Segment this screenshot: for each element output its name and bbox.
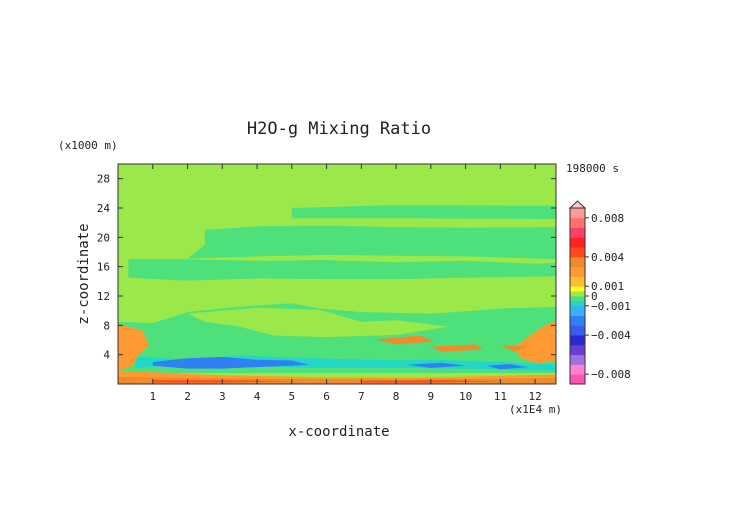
contour-region [430, 344, 483, 352]
colorbar-label: −0.008 [591, 368, 631, 381]
colorbar-swatch [570, 266, 585, 277]
y-axis: 4 8 12 16 20 24 28 [97, 173, 556, 362]
contour-region [118, 323, 150, 371]
x-tick-label: 10 [459, 390, 472, 403]
colorbar-swatch [570, 208, 585, 219]
colorbar-swatch [570, 315, 585, 326]
x-tick-label: 4 [254, 390, 261, 403]
contour-region [514, 320, 556, 364]
contour-region [375, 335, 435, 345]
y-tick-label: 28 [97, 173, 110, 186]
x-axis-title: x-coordinate [288, 424, 389, 440]
plot-area [117, 163, 557, 385]
colorbar-swatch [570, 374, 585, 385]
colorbar-swatch [570, 256, 585, 268]
colorbar-overflow-triangle [568, 200, 587, 209]
contour-regions [118, 205, 556, 384]
colorbar-swatch [570, 335, 585, 346]
contour-region [291, 205, 556, 219]
colorbar-swatch [570, 247, 585, 258]
x-tick-label: 6 [323, 390, 330, 403]
contour-region [187, 225, 556, 260]
x-unit-label: (x1E4 m) [509, 403, 562, 416]
colorbar-swatch [570, 286, 585, 292]
y-tick-label: 16 [97, 261, 110, 274]
colorbar-swatch [570, 305, 585, 316]
y-tick-label: 20 [97, 231, 110, 244]
time-label: 198000 s [566, 162, 619, 175]
colorbar-swatch [570, 237, 585, 248]
colorbar-label: 0 [591, 290, 598, 303]
y-axis-title: z-coordinate [76, 223, 92, 324]
x-tick-label: 9 [428, 390, 435, 403]
contour-region [187, 307, 449, 338]
x-tick-label: 12 [529, 390, 542, 403]
contour-region [128, 259, 556, 281]
x-tick-label: 7 [358, 390, 365, 403]
colorbar-label: 0.001 [591, 280, 624, 293]
x-tick-label: 2 [184, 390, 191, 403]
contour-region [500, 345, 529, 352]
plot-frame [117, 163, 557, 385]
chart-title: H2O-g Mixing Ratio [247, 119, 431, 139]
x-tick-label: 1 [149, 390, 156, 403]
x-axis: 1 2 3 4 5 6 7 8 9 10 11 12 [149, 164, 542, 403]
y-tick-label: 12 [97, 290, 110, 303]
colorbar-swatch [570, 344, 585, 356]
colorbar-swatch [570, 227, 585, 238]
colorbar-swatch [570, 325, 585, 336]
colorbar-swatch [570, 276, 585, 287]
contour-region [152, 356, 310, 369]
colorbar-swatch [570, 296, 585, 302]
colorbar-swatch [570, 217, 585, 228]
colorbar-label: −0.001 [591, 300, 631, 313]
colorbar-label: 0.004 [591, 251, 624, 264]
contour-region [406, 362, 466, 368]
x-tick-label: 11 [494, 390, 507, 403]
x-tick-label: 8 [393, 390, 400, 403]
contour-region [486, 364, 529, 370]
y-unit-label: (x1000 m) [58, 139, 118, 152]
y-tick-label: 4 [103, 349, 110, 362]
colorbar-swatch [570, 300, 585, 307]
colorbar-swatch [570, 364, 585, 375]
x-tick-label: 5 [288, 390, 295, 403]
colorbar-swatch [570, 354, 585, 365]
x-tick-label: 3 [219, 390, 226, 403]
colorbar-label: −0.004 [591, 329, 631, 342]
colorbar-label: 0.008 [591, 212, 624, 225]
y-tick-label: 24 [97, 202, 111, 215]
colorbar-swatch [570, 291, 585, 297]
y-tick-label: 8 [103, 319, 110, 332]
